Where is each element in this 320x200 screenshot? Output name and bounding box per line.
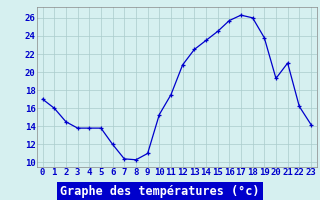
Text: Graphe des températures (°c): Graphe des températures (°c) <box>60 186 260 198</box>
